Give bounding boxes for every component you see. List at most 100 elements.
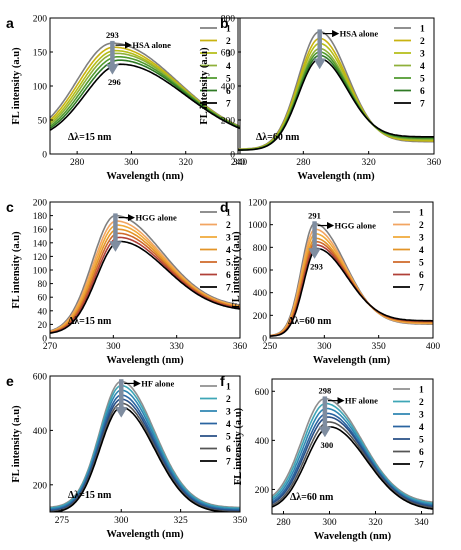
delta-lambda-label: Δλ=15 nm <box>68 490 112 501</box>
legend-label: 2 <box>226 37 231 47</box>
y-tick-label: 400 <box>255 437 270 447</box>
delta-lambda-label: Δλ=15 nm <box>68 316 112 327</box>
x-tick-label: 340 <box>414 518 429 528</box>
legend-label: 5 <box>226 75 231 85</box>
curves <box>272 397 433 510</box>
legend-label: 3 <box>226 50 231 60</box>
y-tick-label: 600 <box>255 388 270 398</box>
curves <box>50 42 240 131</box>
legend-label: 6 <box>419 271 424 281</box>
x-axis-label: Wavelength (nm) <box>313 355 391 366</box>
series-7-line <box>270 247 433 337</box>
delta-lambda-label: Δλ=60 nm <box>256 132 300 143</box>
curves <box>50 380 240 512</box>
series-7-line <box>50 240 240 334</box>
x-tick-label: 250 <box>263 342 278 352</box>
legend-label: 4 <box>226 420 231 430</box>
panel-label-f: f <box>220 373 225 389</box>
legend-label: 7 <box>226 458 231 468</box>
legend-label: 7 <box>226 100 231 110</box>
y-tick-label: 60 <box>38 294 48 304</box>
legend-label: 2 <box>419 398 424 408</box>
legend-label: 1 <box>419 209 424 219</box>
panel-label-c: c <box>6 199 14 215</box>
legend-label: 1 <box>226 209 231 219</box>
peak-start-label: 291 <box>308 211 321 221</box>
x-tick-label: 350 <box>372 342 387 352</box>
quenching-arrow <box>308 221 321 259</box>
legend-label: 1 <box>419 386 424 396</box>
x-tick-label: 275 <box>55 516 70 526</box>
y-tick-label: 0 <box>262 335 267 345</box>
x-axis-label: Wavelength (nm) <box>314 531 392 542</box>
y-tick-label: 400 <box>221 83 236 93</box>
legend-label: 2 <box>419 221 424 231</box>
x-axis-label: Wavelength (nm) <box>297 171 375 182</box>
x-tick-label: 280 <box>276 518 291 528</box>
y-tick-label: 180 <box>33 212 48 222</box>
curves <box>270 222 433 337</box>
series-6-line <box>272 421 433 509</box>
y-tick-label: 0 <box>230 151 235 161</box>
legend-label: 3 <box>420 50 425 60</box>
legend-label: 1 <box>226 383 231 393</box>
y-tick-label: 800 <box>253 244 268 254</box>
curves <box>50 214 240 334</box>
legend-label: 4 <box>419 423 424 433</box>
y-tick-label: 800 <box>221 15 236 25</box>
legend-label: 4 <box>420 62 425 72</box>
legend-label: 6 <box>419 448 424 458</box>
legend-label: 7 <box>226 284 231 294</box>
peak-start-label: 298 <box>319 386 332 396</box>
legend-label: 7 <box>419 461 424 471</box>
legend-label: 5 <box>419 259 424 269</box>
panel-f: f 280 300 320 340 200 400 600 Wavelength (nm) FL … <box>220 373 434 542</box>
y-tick-label: 160 <box>33 226 48 236</box>
x-tick-label: 270 <box>43 342 58 352</box>
legend-label: 7 <box>419 284 424 294</box>
legend-label: 2 <box>226 395 231 405</box>
panel-c: c 270 300 330 360 0 20 40 60 80 100 120 140 160 180 200… <box>6 199 247 367</box>
series-7-line <box>238 58 434 151</box>
x-tick-label: 360 <box>233 342 248 352</box>
legend-label: 7 <box>420 100 425 110</box>
series-7-line <box>50 406 240 512</box>
peak-start-label: 293 <box>106 30 119 40</box>
legend-label: 1 <box>226 25 231 35</box>
legend-label: 3 <box>419 411 424 421</box>
x-tick-label: 320 <box>368 518 383 528</box>
panel-label-e: e <box>6 373 14 389</box>
x-tick-label: 400 <box>426 342 441 352</box>
series-1-line <box>50 380 240 509</box>
legend-label: 3 <box>226 408 231 418</box>
y-tick-label: 120 <box>33 253 48 263</box>
legend-label: 6 <box>226 87 231 97</box>
legend-label: 5 <box>419 436 424 446</box>
protein-label: HGG alone <box>335 221 377 231</box>
plot-frame <box>271 378 434 515</box>
y-tick-label: 600 <box>33 373 48 383</box>
panel-d: d 250 300 350 400 0 200 400 600 800 1000 1200 Wavele… <box>220 199 440 367</box>
legend-label: 1 <box>420 25 425 35</box>
x-tick-label: 300 <box>106 342 121 352</box>
legend-label: 2 <box>226 221 231 231</box>
x-tick-label: 330 <box>170 342 185 352</box>
y-tick-label: 400 <box>33 427 48 437</box>
y-tick-label: 1000 <box>248 221 267 231</box>
protein-label: HF alone <box>345 396 378 406</box>
y-tick-label: 400 <box>253 289 268 299</box>
x-axis-label: Wavelength (nm) <box>106 355 184 366</box>
legend-label: 2 <box>420 37 425 47</box>
legend-label: 6 <box>226 271 231 281</box>
y-tick-label: 200 <box>255 486 270 496</box>
y-tick-label: 100 <box>33 267 48 277</box>
x-tick-label: 350 <box>233 516 248 526</box>
x-axis-label: Wavelength (nm) <box>106 529 184 540</box>
protein-label: HGG alone <box>135 213 177 223</box>
y-tick-label: 600 <box>253 267 268 277</box>
series-6-line <box>50 236 240 334</box>
delta-lambda-label: Δλ=15 nm <box>68 132 112 143</box>
legend-label: 4 <box>226 62 231 72</box>
legend-label: 6 <box>226 445 231 455</box>
